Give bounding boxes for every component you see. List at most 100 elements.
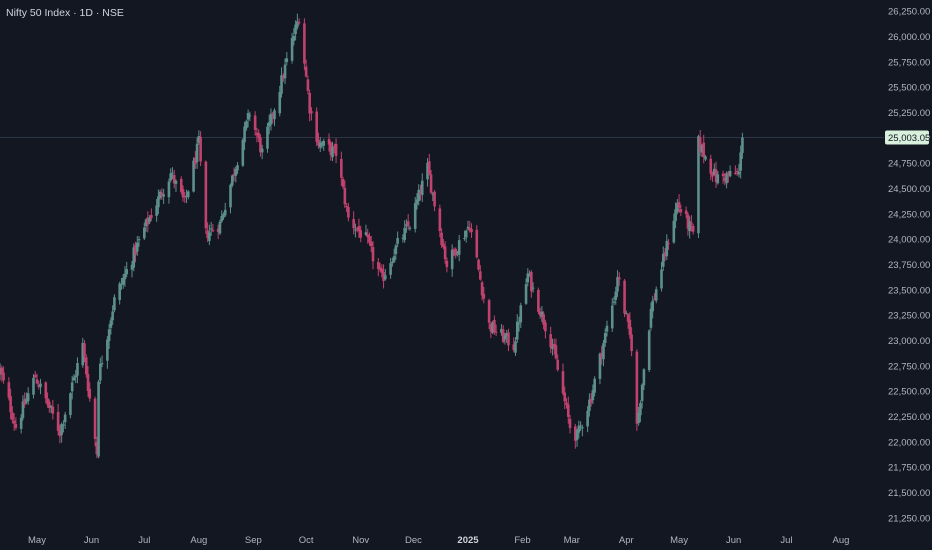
candle-body	[389, 263, 392, 275]
candle	[204, 160, 208, 235]
candle-body	[83, 343, 86, 357]
candle	[463, 230, 466, 241]
candle-body	[728, 170, 732, 177]
candle-body	[294, 24, 297, 35]
candle-body	[651, 300, 655, 312]
candle-body	[125, 269, 129, 275]
candle-body	[505, 333, 509, 337]
candle-body	[290, 38, 294, 61]
candle	[248, 111, 252, 122]
time-tick-label: Dec	[405, 535, 422, 546]
candle-body	[480, 282, 484, 296]
candle	[146, 211, 150, 233]
candle	[487, 298, 491, 329]
candle-body	[739, 152, 742, 171]
candle-body	[345, 206, 348, 208]
candle-body	[150, 215, 153, 219]
candle-body	[413, 203, 417, 229]
candle	[561, 363, 565, 396]
candle-body	[610, 305, 614, 329]
candle	[674, 202, 677, 229]
candles-layer	[0, 13, 744, 459]
candle-body	[647, 330, 651, 371]
candle-body	[2, 372, 5, 381]
time-axis[interactable]: May Jun Jul Aug Sep Oct Nov Dec 2025 Feb Mar Apr May…	[28, 535, 849, 546]
candle-body	[148, 217, 151, 223]
candle-body	[452, 249, 456, 252]
candle-body	[123, 273, 127, 280]
candle	[684, 206, 688, 219]
candle	[563, 386, 567, 410]
candle	[625, 310, 628, 315]
price-axis[interactable]: 26,250.00 26,000.00 25,750.00 25,500.00 25,2…	[888, 7, 930, 525]
candle	[368, 232, 371, 246]
candle-body	[489, 323, 493, 332]
candle-body	[243, 126, 246, 143]
candle	[647, 329, 651, 373]
candle-body	[304, 66, 308, 77]
candle	[331, 141, 334, 162]
candle	[167, 178, 171, 204]
candle	[172, 169, 176, 189]
candle	[630, 327, 633, 357]
candle	[329, 140, 333, 161]
candle	[654, 286, 658, 304]
candle-body	[440, 232, 443, 245]
candle	[391, 257, 394, 267]
candle-body	[660, 269, 663, 289]
candle-body	[334, 144, 338, 157]
candle	[709, 154, 713, 181]
candle-body	[343, 187, 347, 205]
candle	[723, 173, 727, 186]
candle-body	[593, 378, 596, 393]
candle	[408, 226, 412, 231]
candle	[208, 224, 211, 246]
candle-body	[380, 268, 384, 273]
candle	[679, 204, 683, 217]
candle	[665, 234, 669, 260]
candle-body	[700, 145, 704, 153]
candle-body	[382, 271, 385, 281]
candle	[334, 138, 338, 164]
candle-body	[378, 267, 382, 270]
candle	[26, 387, 30, 405]
candle	[591, 384, 595, 405]
candle	[577, 420, 581, 439]
candle-body	[661, 253, 665, 267]
candle-body	[248, 115, 252, 117]
candle	[343, 180, 347, 208]
candle	[640, 383, 644, 409]
candle-body	[9, 395, 12, 413]
candle-body	[371, 247, 375, 262]
candle	[739, 145, 742, 179]
candle-body	[118, 283, 121, 301]
candle	[2, 366, 5, 384]
candle	[125, 261, 129, 278]
candle-body	[88, 388, 92, 399]
candle-body	[352, 218, 355, 229]
candle	[70, 375, 74, 400]
candle-body	[565, 402, 568, 405]
candle-body	[540, 311, 544, 317]
candle-body	[192, 160, 195, 192]
candle-body	[727, 172, 730, 176]
candle-body	[236, 165, 239, 171]
candle-body	[507, 332, 510, 346]
candle-body	[19, 417, 23, 429]
candle	[369, 235, 373, 253]
time-tick-label: Jul	[138, 535, 150, 546]
candle-body	[635, 351, 639, 424]
candle	[135, 236, 139, 256]
candle-body	[155, 205, 158, 216]
candle	[552, 338, 556, 355]
candle	[737, 164, 741, 178]
price-tick-label: 26,250.00	[888, 7, 930, 18]
price-tick-label: 23,750.00	[888, 260, 930, 271]
candle	[700, 144, 704, 158]
candle	[169, 168, 172, 183]
candle	[735, 168, 739, 176]
candle-body	[663, 252, 667, 257]
candle	[639, 400, 642, 423]
